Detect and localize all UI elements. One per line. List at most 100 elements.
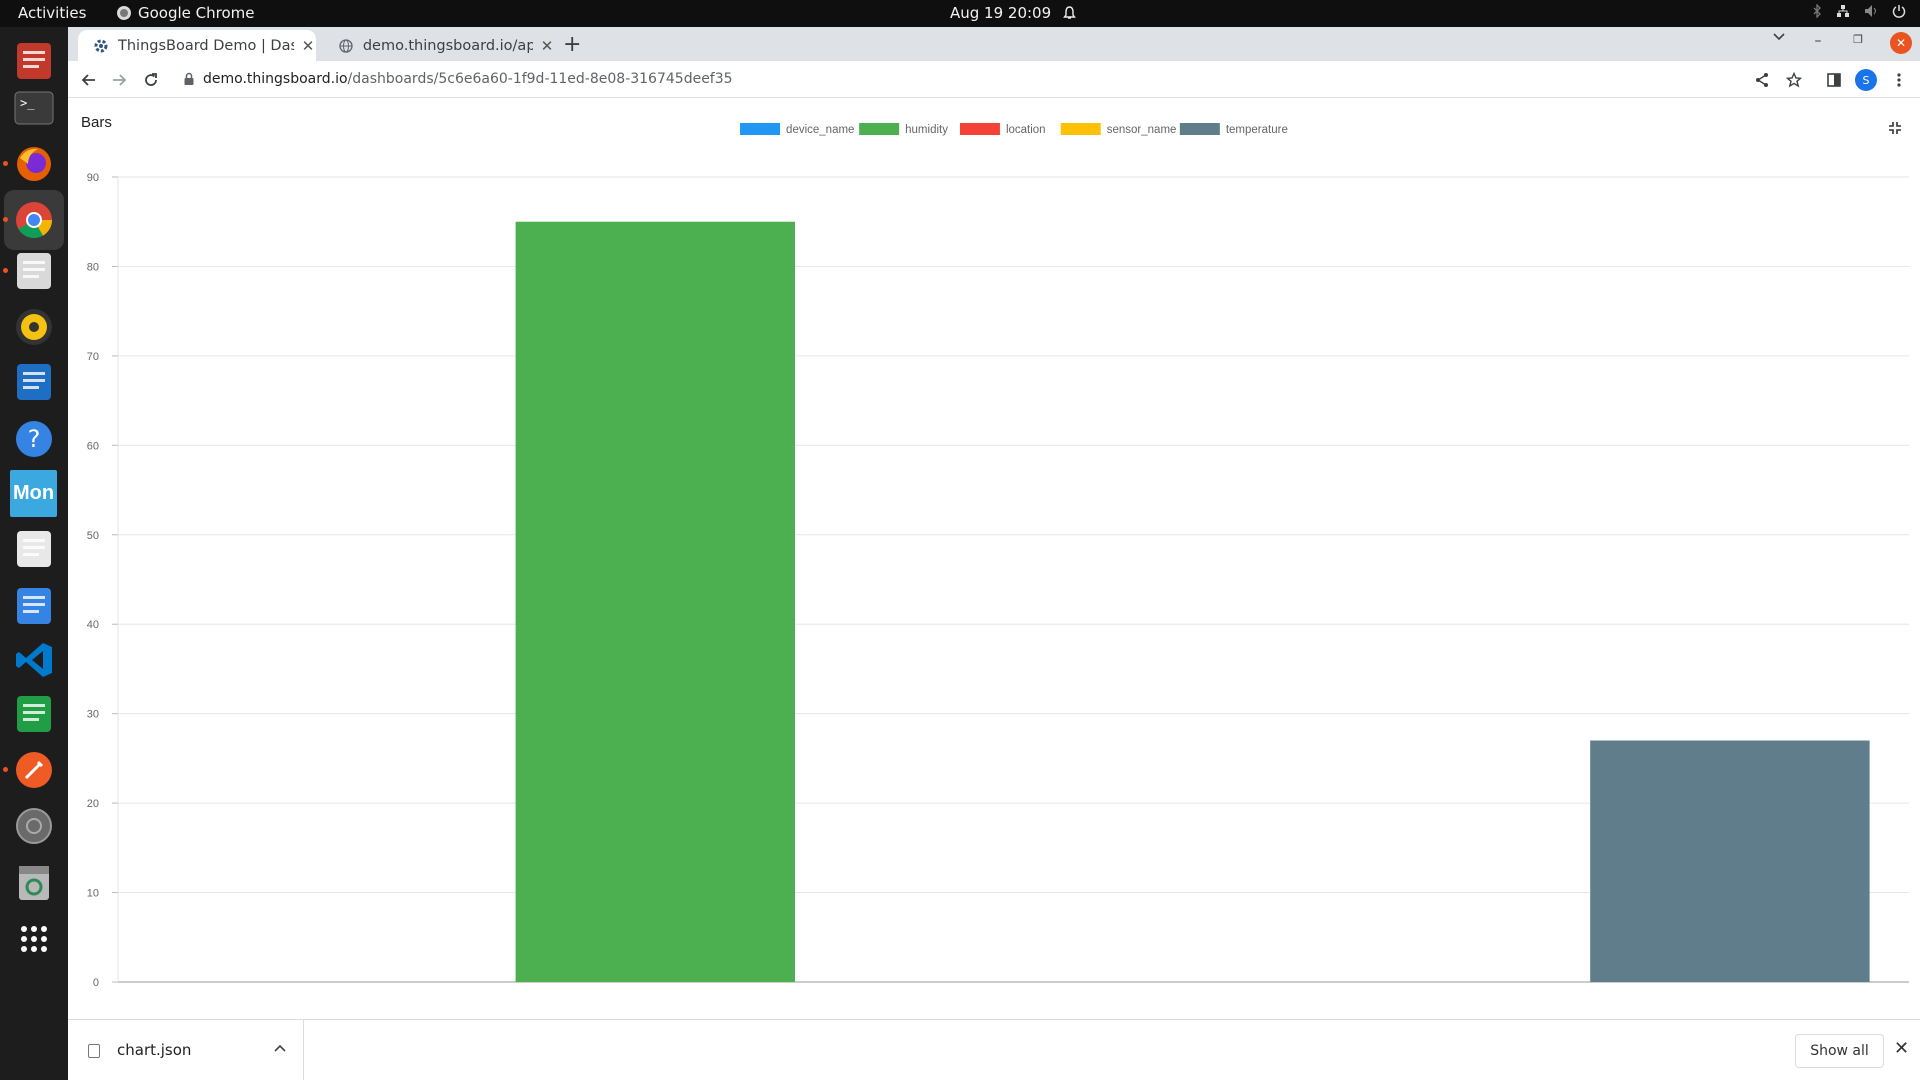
legend-label-device_name: device_name: [786, 124, 854, 136]
forward-button[interactable]: [108, 69, 130, 91]
postman-icon[interactable]: [10, 746, 57, 793]
dashboard-page: 0 10 20 30 40 50 60 70 80 90 device_name humidity lo…: [68, 98, 1920, 1019]
tab-title: ThingsBoard Demo | Dashboards: [118, 37, 294, 54]
side-panel-button[interactable]: [1823, 69, 1845, 91]
app-grid-icon[interactable]: [10, 915, 57, 962]
download-bar: chart.json Show all ✕: [68, 1019, 1920, 1080]
chrome-menu-button[interactable]: [1888, 69, 1910, 91]
legend-swatch-humidity: [859, 123, 900, 135]
power-icon: [1892, 5, 1906, 18]
bar-chart: 0 10 20 30 40 50 60 70 80 90 device_name humidity lo…: [87, 123, 1909, 989]
legend-label-humidity: humidity: [905, 124, 948, 136]
exit-fullscreen-icon: [1889, 122, 1901, 134]
chrome-icon[interactable]: [10, 196, 57, 243]
tab-search-icon[interactable]: [1769, 33, 1789, 41]
url-text: demo.thingsboard.io/dashboards/5c6e6a60-…: [203, 71, 733, 87]
file-icon: [88, 1044, 100, 1058]
tab-strip: ThingsBoard Demo | Dashboards ✕ demo.thi…: [68, 27, 1920, 61]
firefox-icon[interactable]: [10, 140, 57, 187]
bar-temperature: [1590, 740, 1870, 982]
clock[interactable]: Aug 19 20:09: [950, 4, 1077, 22]
legend-label-location: location: [1006, 124, 1046, 136]
terminal-icon[interactable]: >_: [10, 84, 57, 131]
y-tick-label: 90: [87, 172, 99, 184]
address-bar[interactable]: demo.thingsboard.io/dashboards/5c6e6a60-…: [176, 65, 1816, 94]
disc-icon[interactable]: [10, 802, 57, 849]
side-panel-icon: [1827, 73, 1841, 87]
volume-icon: [1865, 5, 1876, 17]
legend-swatch-temperature: [1179, 123, 1220, 135]
legend-label-sensor_name: sensor_name: [1107, 124, 1177, 136]
star-icon: [1786, 72, 1802, 88]
back-arrow-icon: [81, 74, 95, 86]
exit-fullscreen-button[interactable]: [1888, 120, 1902, 139]
chrome-icon: [117, 6, 131, 20]
calc-icon[interactable]: [10, 690, 57, 737]
tab-title: demo.thingsboard.io/api/: [362, 37, 534, 54]
running-indicator: [3, 217, 8, 222]
show-all-button[interactable]: Show all: [1795, 1034, 1884, 1068]
dock: >_? Mon: [0, 27, 68, 1080]
url-path: /dashboards/5c6e6a60-1f9d-11ed-8e08-3167…: [347, 71, 733, 87]
restore-button[interactable]: ❐: [1853, 33, 1863, 46]
system-tray[interactable]: [1812, 4, 1906, 18]
text-editor-icon[interactable]: [10, 582, 57, 629]
download-file-name: chart.json: [117, 1041, 192, 1059]
help-icon[interactable]: ?: [10, 415, 57, 462]
remmina-icon[interactable]: [10, 37, 57, 84]
system-top-bar: Activities Google Chrome Aug 19 20:09: [0, 0, 1920, 27]
profile-avatar[interactable]: S: [1855, 69, 1877, 91]
running-indicator: [3, 767, 8, 772]
running-indicator: [3, 161, 8, 166]
y-tick-label: 30: [87, 709, 99, 721]
url-host: demo.thingsboard.io: [203, 71, 348, 87]
tab-thingsboard[interactable]: ThingsBoard Demo | Dashboards ✕: [78, 30, 316, 61]
minimize-button[interactable]: –: [1814, 33, 1822, 49]
thingsboard-favicon-icon: [93, 38, 109, 54]
reload-button[interactable]: [140, 69, 162, 91]
writer-icon[interactable]: [10, 358, 57, 405]
legend-label-temperature: temperature: [1226, 124, 1288, 136]
y-tick-label: 70: [87, 351, 99, 363]
globe-icon: [338, 38, 354, 54]
bell-icon: [1063, 6, 1077, 19]
close-download-bar-icon[interactable]: ✕: [1894, 1038, 1910, 1059]
tab-close-icon[interactable]: ✕: [540, 36, 554, 55]
y-tick-label: 50: [87, 530, 99, 542]
share-button[interactable]: [1751, 69, 1773, 91]
y-tick-label: 20: [87, 798, 99, 810]
download-item[interactable]: chart.json: [68, 1020, 304, 1080]
chevron-up-icon[interactable]: [274, 1040, 286, 1056]
activities-button[interactable]: Activities: [18, 4, 87, 22]
share-icon: [1756, 73, 1768, 87]
y-tick-label: 40: [87, 619, 99, 631]
y-tick-label: 10: [87, 888, 99, 900]
new-tab-button[interactable]: +: [563, 32, 582, 57]
bookmark-button[interactable]: [1783, 69, 1805, 91]
y-tick-label: 80: [87, 261, 99, 273]
monitor-icon[interactable]: Mon: [10, 470, 57, 517]
reload-icon: [145, 73, 157, 86]
legend-swatch-location: [959, 123, 1000, 135]
tab-close-icon[interactable]: ✕: [301, 36, 315, 55]
app-name: Google Chrome: [138, 4, 255, 22]
files-icon[interactable]: [10, 247, 57, 294]
lock-icon[interactable]: [183, 72, 195, 86]
trash-icon[interactable]: [10, 858, 57, 905]
legend-swatch-sensor_name: [1060, 123, 1101, 135]
kebab-menu-icon: [1897, 73, 1901, 87]
y-tick-label: 60: [87, 440, 99, 452]
clock-text: Aug 19 20:09: [950, 4, 1052, 22]
tab-api[interactable]: demo.thingsboard.io/api/ ✕: [323, 30, 555, 61]
svg-text:>_: >_: [20, 96, 35, 110]
running-indicator: [3, 268, 8, 273]
app-menu[interactable]: Google Chrome: [117, 4, 255, 22]
close-window-button[interactable]: ✕: [1890, 32, 1912, 54]
back-button[interactable]: [78, 69, 100, 91]
rhythmbox-icon[interactable]: [10, 303, 57, 350]
bluetooth-icon: [1813, 4, 1821, 18]
vscode-icon[interactable]: [10, 636, 57, 683]
legend-swatch-device_name: [740, 123, 781, 135]
svg-text:?: ?: [27, 425, 40, 453]
reader-icon[interactable]: [10, 525, 57, 572]
